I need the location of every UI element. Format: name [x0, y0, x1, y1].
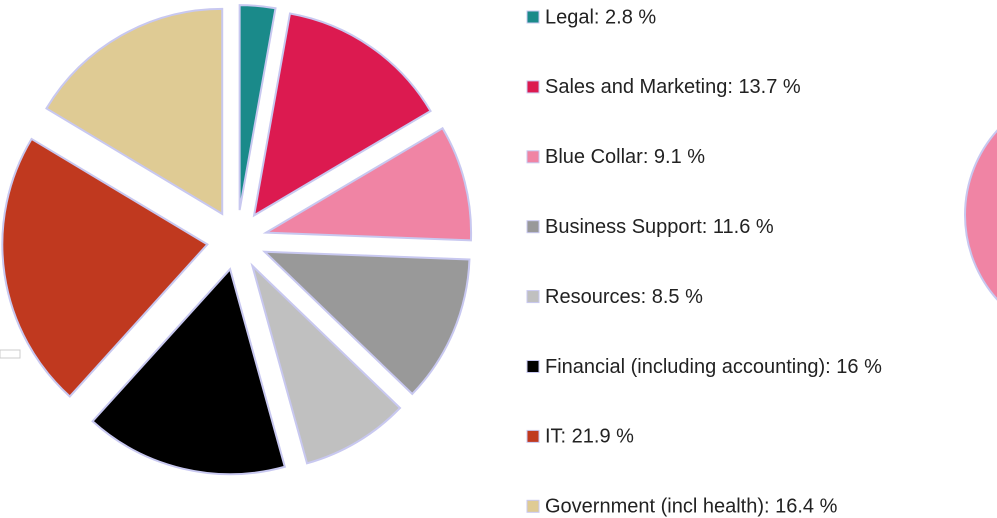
legend-label: Legal: 2.8 % — [545, 6, 656, 28]
pie-slice — [262, 126, 473, 242]
pie-slice — [238, 4, 277, 211]
legend-swatch — [526, 80, 540, 94]
legend-swatch — [526, 10, 540, 24]
legend-label: IT: 21.9 % — [545, 426, 634, 448]
pie-slice — [45, 7, 224, 216]
pie-slice — [252, 12, 432, 218]
legend-swatch — [526, 429, 540, 443]
decoration — [0, 349, 21, 359]
legend-label: Business Support: 11.6 % — [545, 216, 774, 238]
pie-slice — [262, 250, 471, 396]
legend-label: Government (incl health): 16.4 % — [545, 496, 838, 518]
legend-label: Financial (including accounting): 16 % — [545, 356, 882, 378]
legend-swatch — [526, 150, 540, 164]
pie-slice — [91, 267, 287, 476]
legend-label: Blue Collar: 9.1 % — [545, 146, 705, 168]
pie-slice — [250, 262, 402, 465]
pie-slice — [1, 137, 209, 398]
legend-label: Sales and Marketing: 13.7 % — [545, 76, 801, 98]
legend-swatch — [526, 290, 540, 304]
legend-swatch — [526, 499, 540, 513]
legend-swatch — [526, 220, 540, 234]
decoration — [964, 129, 997, 301]
legend-swatch — [526, 360, 540, 373]
legend-label: Resources: 8.5 % — [545, 286, 703, 308]
